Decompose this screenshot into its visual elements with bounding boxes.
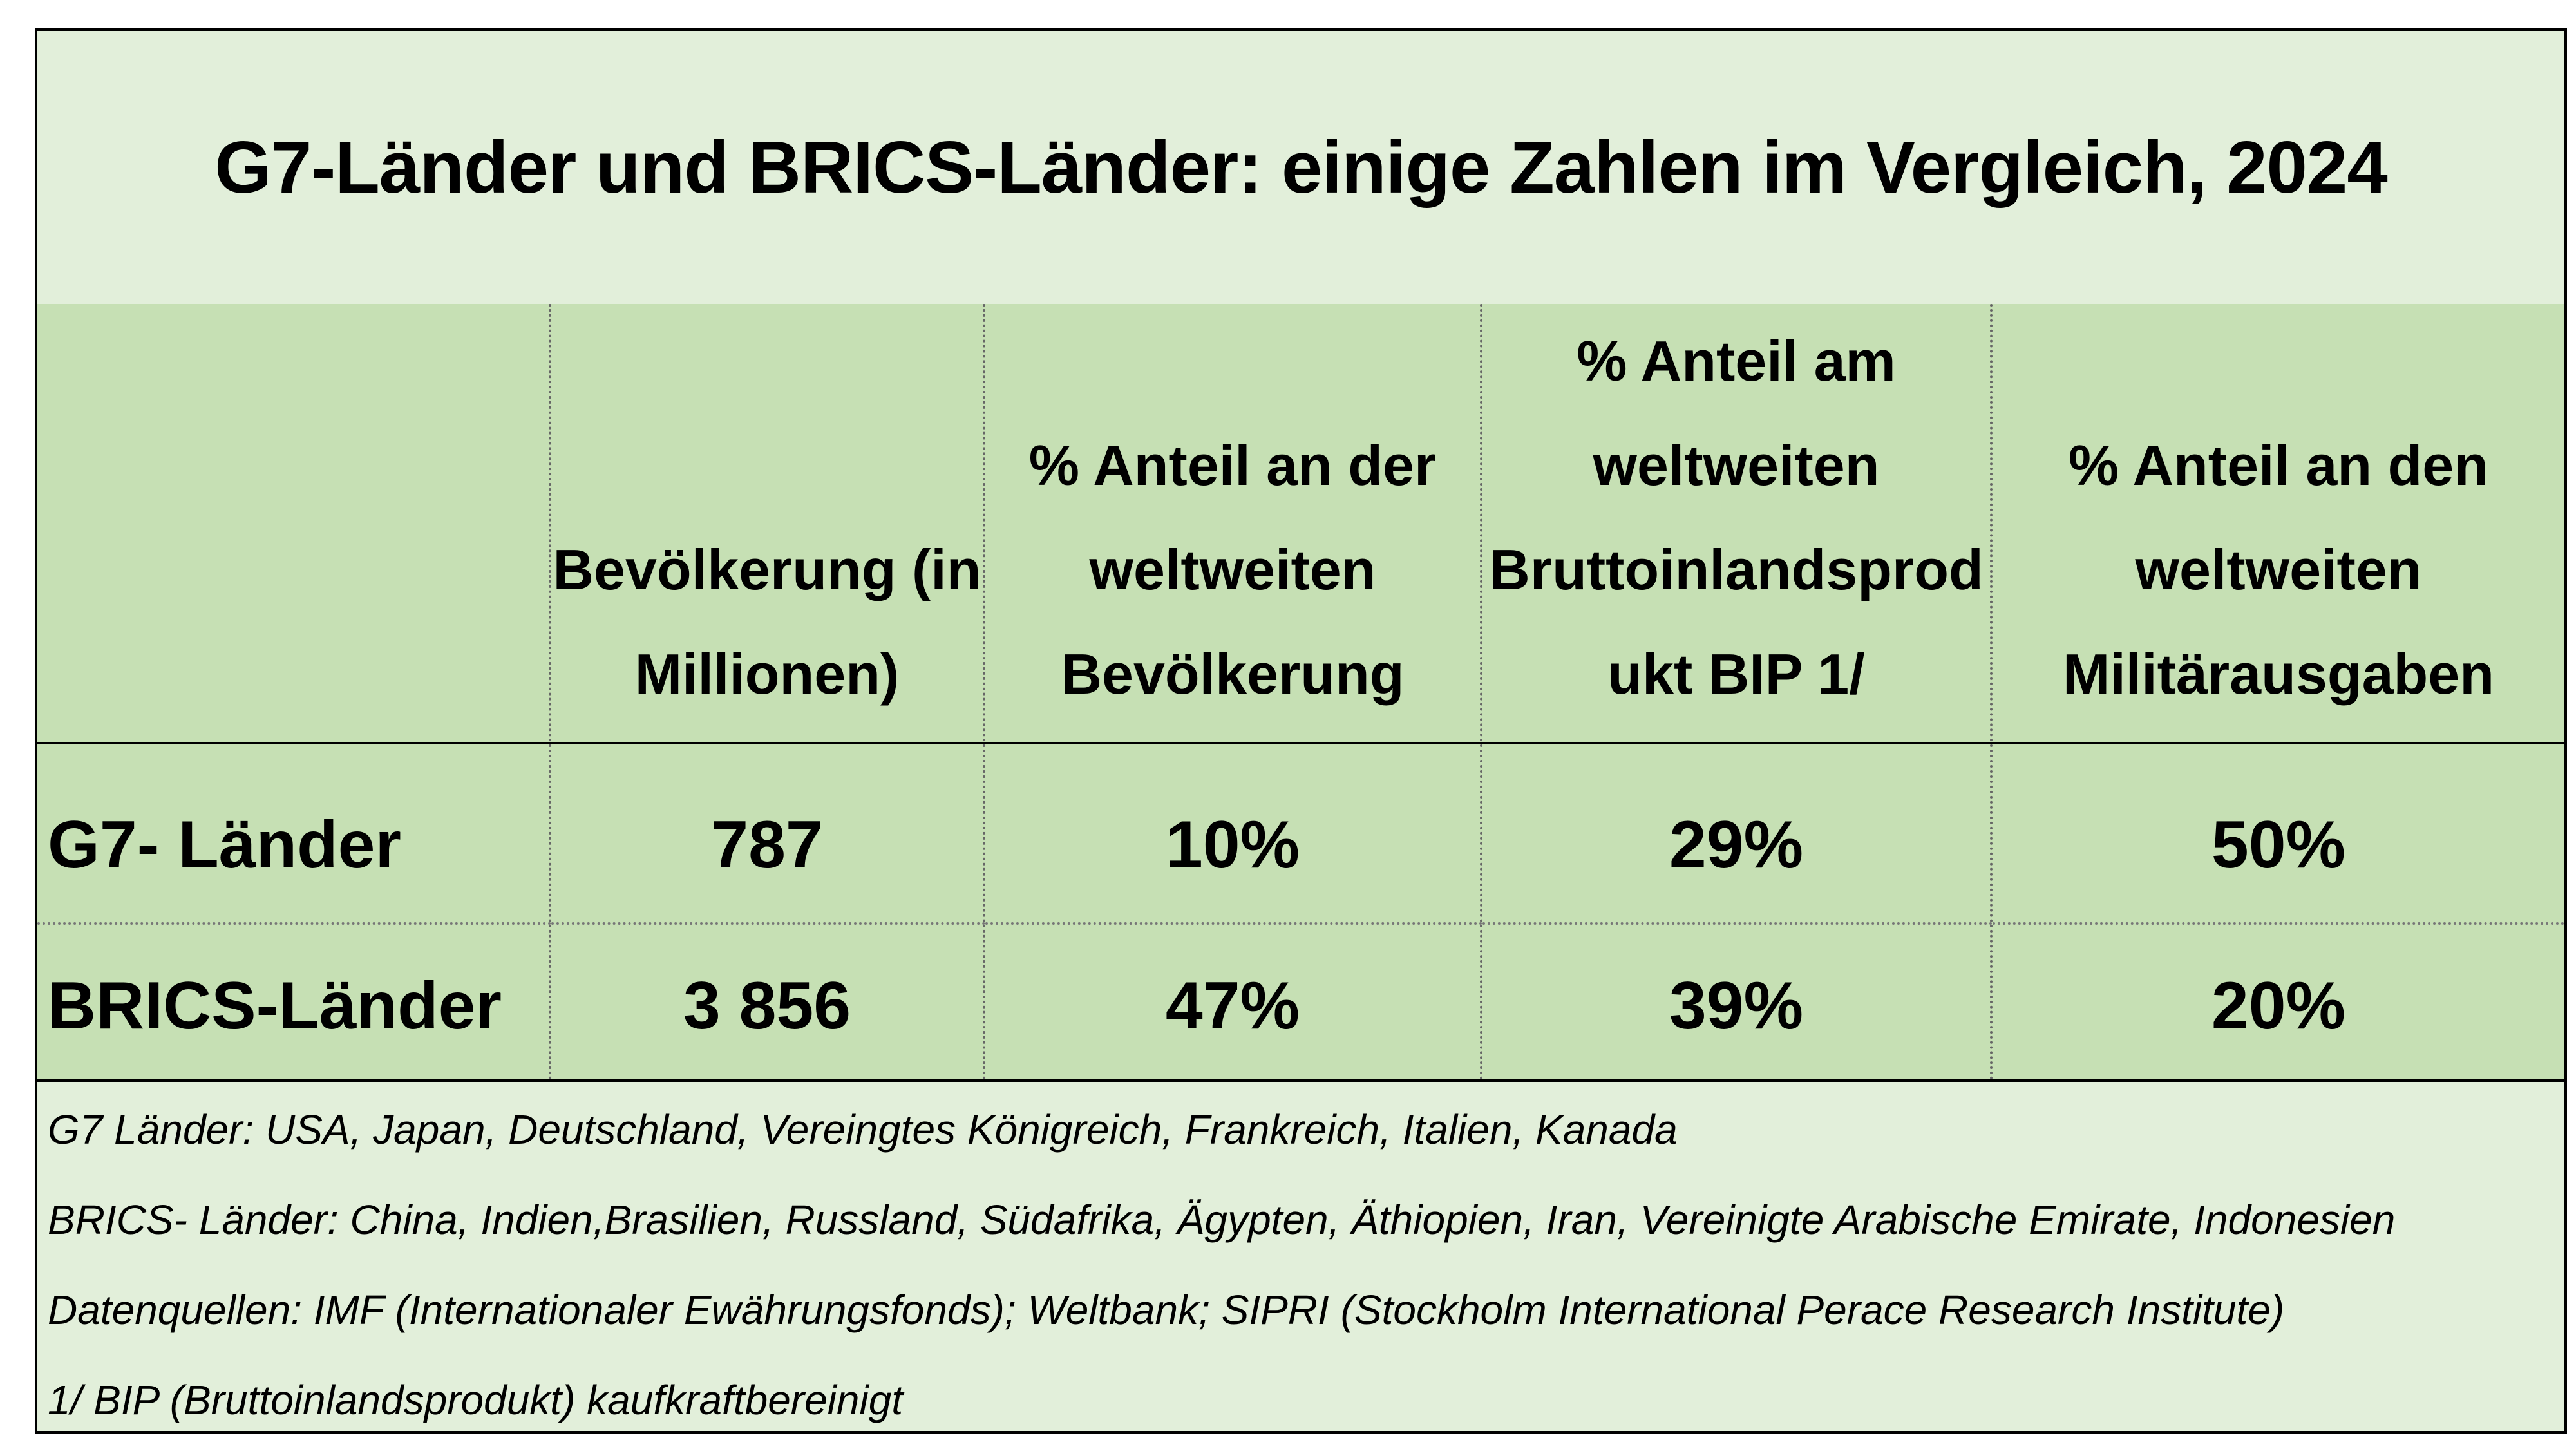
page-title: G7-Länder und BRICS-Länder: einige Zahle… [214, 126, 2387, 209]
table-row-g7: G7- Länder 787 10% 29% 50% [37, 743, 2564, 925]
footnotes: G7 Länder: USA, Japan, Deutschland, Vere… [48, 1084, 2546, 1445]
header-line: weltweiten [1593, 433, 1880, 497]
header-military-share: % Anteil an den weltweiten Militärausgab… [1990, 304, 2564, 744]
header-line: Bevölkerung [1061, 642, 1405, 706]
table-row-brics: BRICS-Länder 3 856 47% 39% 20% [37, 923, 2564, 1082]
comparison-table: Bevölkerung (in Millionen) % Anteil an d… [37, 304, 2564, 1082]
cell-gdp-share: 29% [1480, 743, 1991, 925]
footnote-data-sources: Datenquellen: IMF (Internationaler Ewähr… [48, 1287, 2285, 1333]
table-header-row: Bevölkerung (in Millionen) % Anteil an d… [37, 304, 2564, 744]
header-line: Millionen) [634, 642, 900, 706]
header-population-share: % Anteil an der weltweiten Bevölkerung [983, 304, 1481, 744]
header-line: ukt BIP 1/ [1607, 642, 1865, 706]
footnote-g7-members: G7 Länder: USA, Japan, Deutschland, Vere… [48, 1106, 1678, 1153]
cell-population-share: 47% [983, 923, 1481, 1082]
title-band: G7-Länder und BRICS-Länder: einige Zahle… [37, 31, 2564, 307]
header-line: Bruttoinlandsprod [1489, 538, 1984, 601]
header-line: % Anteil an der [1028, 433, 1437, 497]
header-line: Bevölkerung (in [553, 538, 981, 601]
header-line: Militärausgaben [2063, 642, 2494, 706]
header-gdp-share: % Anteil am weltweiten Bruttoinlandsprod… [1480, 304, 1991, 744]
footnote-brics-members: BRICS- Länder: China, Indien,Brasilien, … [48, 1197, 2396, 1243]
header-line: % Anteil an den [2069, 433, 2488, 497]
header-line: weltweiten [2135, 538, 2422, 601]
cell-military-share: 20% [1990, 923, 2564, 1082]
header-line: weltweiten [1089, 538, 1376, 601]
footnote-gdp-definition: 1/ BIP (Bruttoinlandsprodukt) kaufkraftb… [48, 1377, 904, 1423]
cell-military-share: 50% [1990, 743, 2564, 925]
cell-population: 787 [549, 743, 984, 925]
row-label: G7- Länder [37, 743, 550, 925]
header-empty [37, 304, 550, 744]
cell-population-share: 10% [983, 743, 1481, 925]
cell-gdp-share: 39% [1480, 923, 1991, 1082]
row-label: BRICS-Länder [37, 923, 550, 1082]
comparison-table-sheet: G7-Länder und BRICS-Länder: einige Zahle… [35, 28, 2567, 1434]
cell-population: 3 856 [549, 923, 984, 1082]
header-population: Bevölkerung (in Millionen) [549, 304, 984, 744]
header-line: % Anteil am [1577, 329, 1896, 393]
